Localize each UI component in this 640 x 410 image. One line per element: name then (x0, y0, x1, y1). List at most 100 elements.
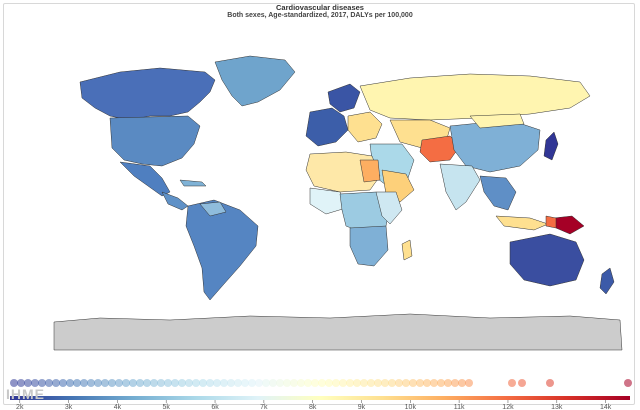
legend-distribution-dot (546, 379, 554, 387)
legend-distribution-dot (178, 379, 186, 387)
legend-distribution-dot (297, 379, 305, 387)
legend-distribution-dot (332, 379, 340, 387)
legend-tick-label: 2k (16, 404, 24, 410)
legend-distribution-dot (346, 379, 354, 387)
legend-distribution-dot (220, 379, 228, 387)
region-afghanistan[interactable] (419, 135, 461, 163)
legend-distribution-dot (157, 379, 165, 387)
region-egypt[interactable] (359, 159, 381, 183)
region-papua[interactable] (553, 215, 585, 235)
legend-distribution-dot (508, 379, 516, 387)
legend-tick-label: 3k (65, 404, 73, 410)
region-indonesia[interactable] (495, 215, 549, 231)
legend-distribution-dot (353, 379, 361, 387)
region-china[interactable] (449, 119, 541, 173)
region-greenland[interactable] (214, 55, 296, 107)
legend-distribution-dot (444, 379, 452, 387)
legend-distribution-dot (122, 379, 130, 387)
legend-distribution-dot (437, 379, 445, 387)
legend-distribution-dot (395, 379, 403, 387)
legend-distribution-dot (374, 379, 382, 387)
legend-distribution-dot (367, 379, 375, 387)
legend-distribution-dot (185, 379, 193, 387)
region-caribbean[interactable] (179, 179, 207, 187)
legend-distribution-dot (73, 379, 81, 387)
legend-distribution-dot (31, 379, 39, 387)
legend-distribution-dot (206, 379, 214, 387)
legend-distribution-dot (248, 379, 256, 387)
legend-distribution-dot (409, 379, 417, 387)
legend-distribution-dot (304, 379, 312, 387)
legend-distribution-dot (24, 379, 32, 387)
region-png-east[interactable] (545, 215, 557, 229)
legend-tick-label: 6k (211, 404, 219, 410)
legend-distribution-dot (213, 379, 221, 387)
legend-distribution-dot (339, 379, 347, 387)
legend-distribution-dot (311, 379, 319, 387)
legend-distribution-dot (255, 379, 263, 387)
legend-distribution-dot (171, 379, 179, 387)
region-southeast-asia[interactable] (479, 175, 517, 211)
region-madagascar[interactable] (401, 239, 413, 261)
region-west-africa[interactable] (309, 187, 347, 215)
legend-distribution-dot (325, 379, 333, 387)
legend-distribution-dot (94, 379, 102, 387)
region-eastern-europe[interactable] (347, 111, 383, 143)
ihme-watermark: IHME (6, 386, 45, 402)
region-east-africa[interactable] (375, 191, 403, 225)
region-venezuela[interactable] (199, 201, 227, 217)
legend-dots (10, 379, 632, 387)
legend-distribution-dot (423, 379, 431, 387)
region-russia[interactable] (359, 73, 591, 121)
legend-tick-label: 4k (114, 404, 122, 410)
legend-tick-label: 12k (502, 404, 514, 410)
region-new-zealand[interactable] (599, 267, 615, 295)
legend-tick-label: 13k (551, 404, 563, 410)
region-india[interactable] (439, 163, 481, 211)
region-western-europe[interactable] (305, 107, 349, 147)
region-southern-africa[interactable] (349, 225, 389, 267)
legend-distribution-dot (241, 379, 249, 387)
legend-tick-label: 9k (358, 404, 366, 410)
legend-distribution-dot (192, 379, 200, 387)
legend-distribution-dot (518, 379, 526, 387)
legend-distribution-dot (234, 379, 242, 387)
region-central-america[interactable] (161, 191, 189, 211)
region-south-america[interactable] (185, 199, 259, 301)
legend-ticks: 2k 3k 4k 5k 6k 7k 8k 9k 10k 11k 12k 13k 14k (16, 400, 612, 410)
legend-distribution-dot (136, 379, 144, 387)
legend-distribution-dot (318, 379, 326, 387)
legend-distribution-dot (465, 379, 473, 387)
legend-distribution-dot (129, 379, 137, 387)
legend-distribution-dot (45, 379, 53, 387)
legend-tick-label: 14k (600, 404, 612, 410)
legend-distribution-dot (80, 379, 88, 387)
legend-distribution-dot (143, 379, 151, 387)
legend-distribution-dot (17, 379, 25, 387)
region-usa[interactable] (109, 115, 201, 167)
legend-distribution-dot (360, 379, 368, 387)
region-scandinavia[interactable] (327, 83, 361, 113)
legend-distribution-dot (101, 379, 109, 387)
region-canada[interactable] (79, 67, 216, 121)
legend-distribution-dot (115, 379, 123, 387)
legend-distribution-dot (87, 379, 95, 387)
region-australia[interactable] (509, 233, 585, 287)
legend-distribution-dot (402, 379, 410, 387)
legend-distribution-dot (38, 379, 46, 387)
legend-distribution-dot (227, 379, 235, 387)
legend-tick-label: 10k (405, 404, 417, 410)
legend-distribution-dot (199, 379, 207, 387)
legend-distribution-dot (10, 379, 18, 387)
legend-distribution-dot (164, 379, 172, 387)
legend-distribution-dot (416, 379, 424, 387)
region-mongolia[interactable] (469, 113, 525, 129)
legend-distribution-dot (290, 379, 298, 387)
region-japan[interactable] (543, 131, 559, 161)
legend-distribution-dot (430, 379, 438, 387)
legend-distribution-dot (52, 379, 60, 387)
legend-distribution-dot (150, 379, 158, 387)
region-antarctica (53, 313, 623, 351)
region-mexico[interactable] (119, 161, 171, 197)
legend-distribution-dot (59, 379, 67, 387)
